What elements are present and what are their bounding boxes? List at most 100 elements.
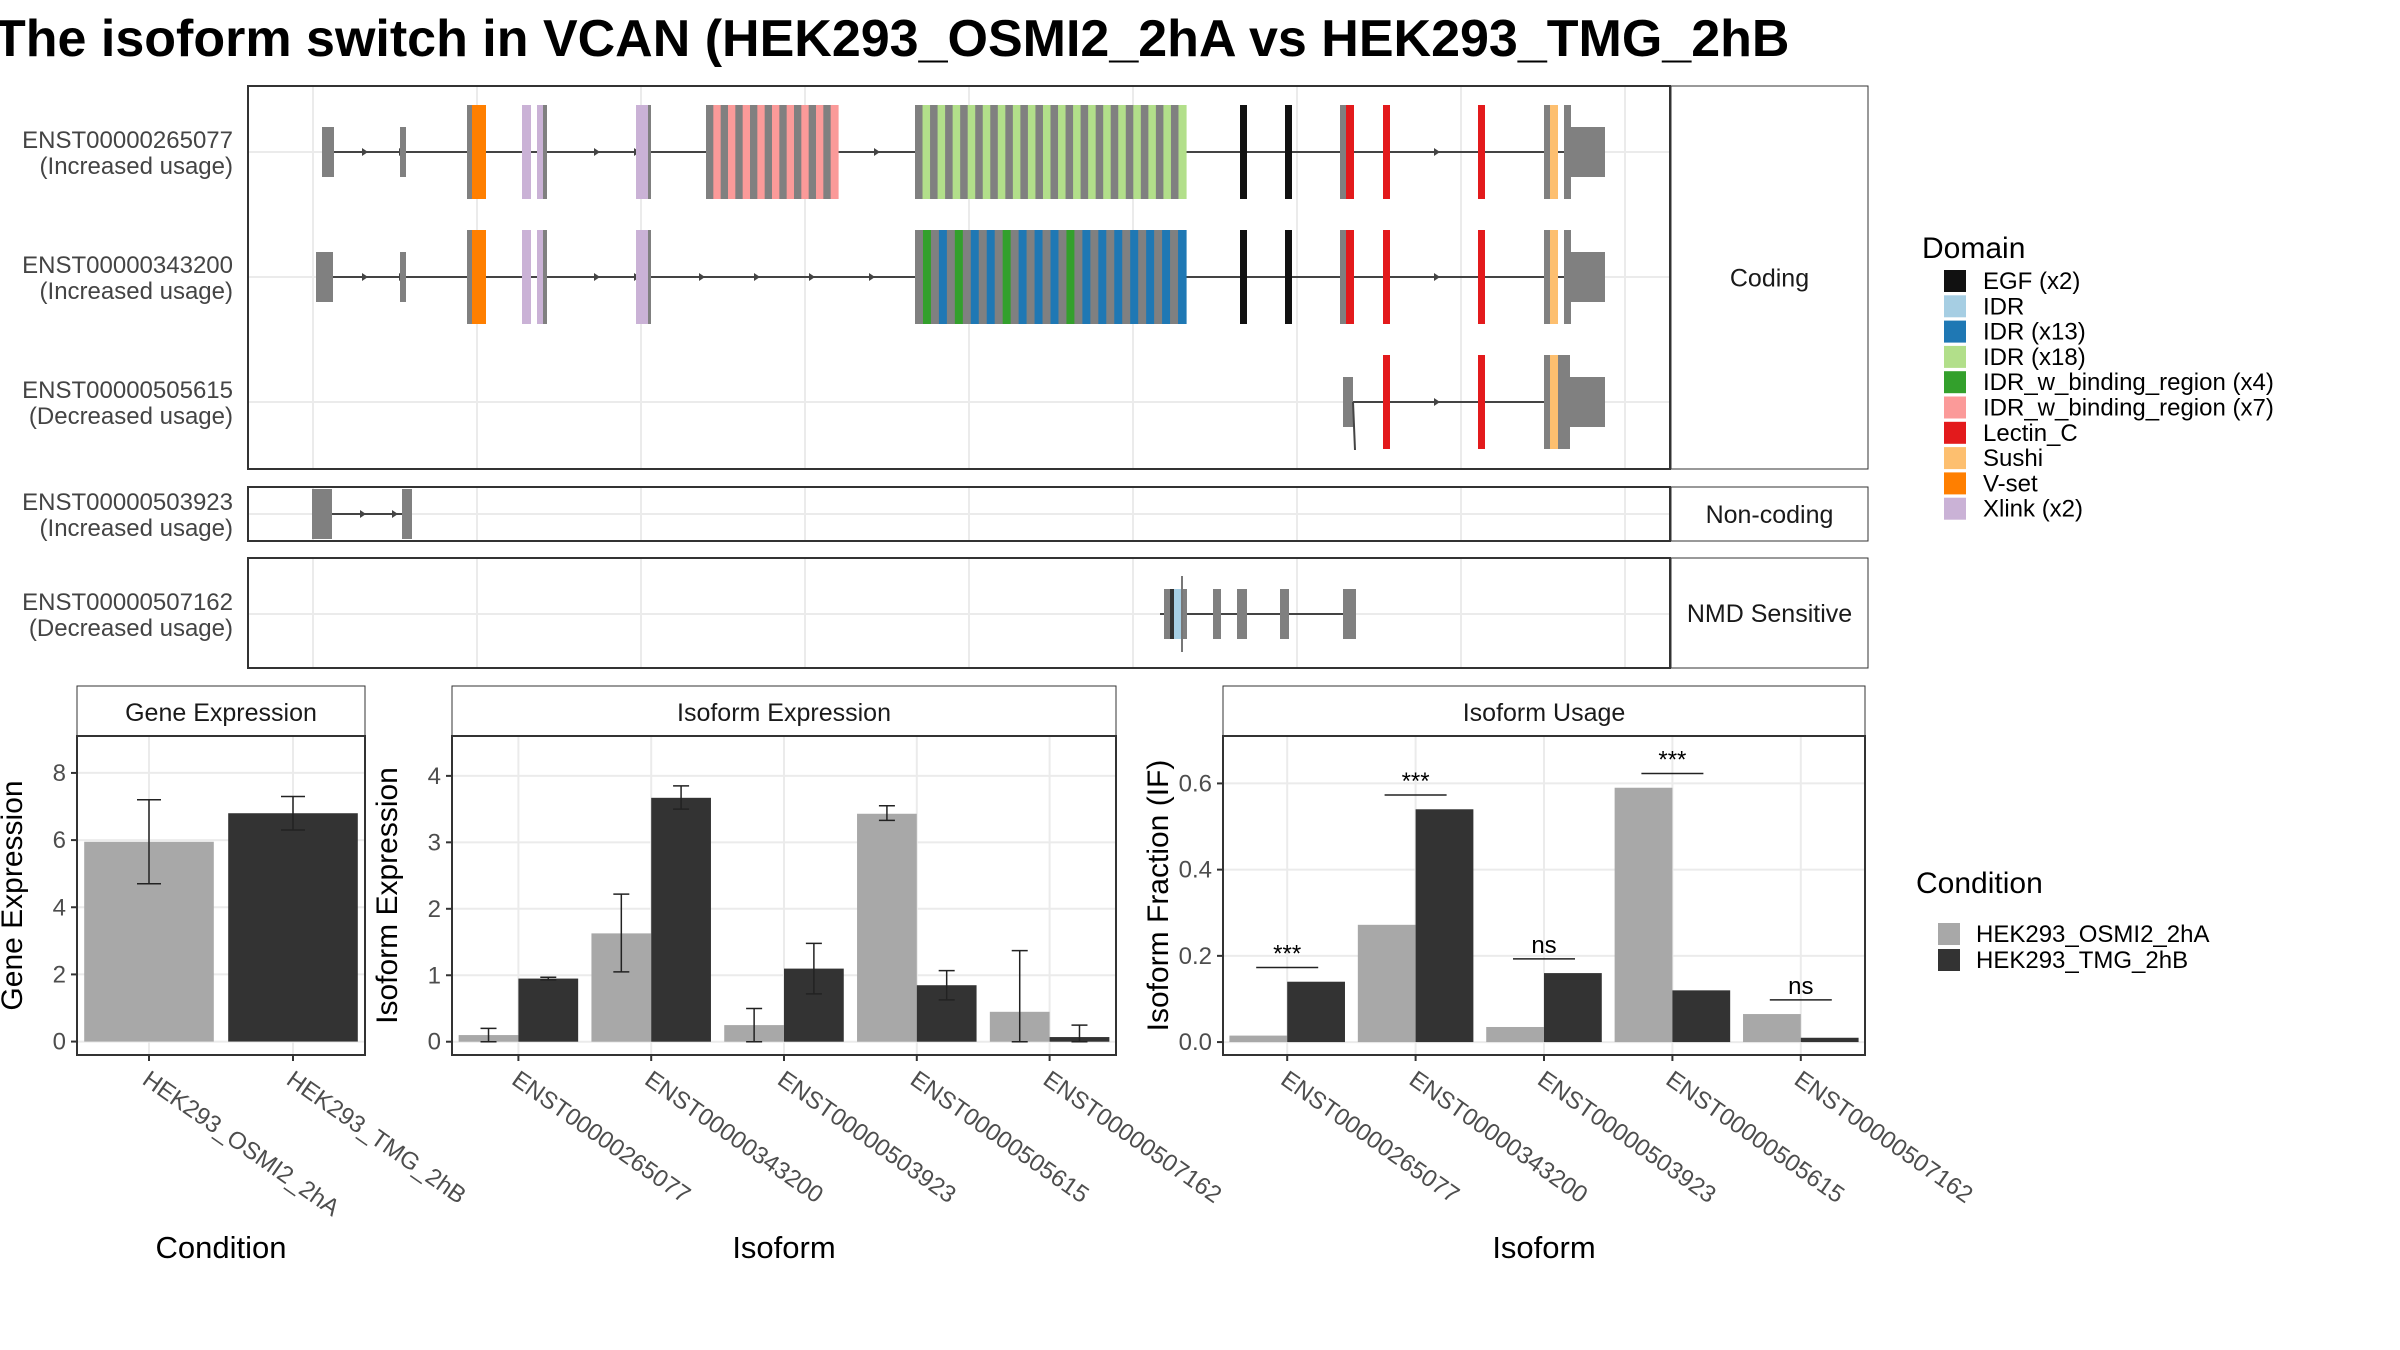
exon-block bbox=[967, 105, 976, 199]
exon-block bbox=[316, 252, 333, 302]
exon-block bbox=[1130, 230, 1139, 324]
exon-block bbox=[467, 230, 472, 324]
vset-swatch bbox=[1944, 472, 1966, 495]
x-axis-title: Isoform bbox=[732, 1230, 835, 1265]
transcript-usage-label: (Increased usage) bbox=[40, 153, 233, 180]
strand-arrow bbox=[874, 148, 880, 156]
bar bbox=[1614, 787, 1673, 1043]
exon-block bbox=[1550, 355, 1558, 449]
strand-arrow bbox=[1434, 273, 1440, 281]
exon-block bbox=[522, 230, 531, 324]
significance-label: *** bbox=[1402, 768, 1430, 795]
exon-block bbox=[952, 105, 961, 199]
idr-x18-swatch bbox=[1944, 345, 1966, 368]
exon-block bbox=[1074, 230, 1083, 324]
exon-block bbox=[537, 230, 543, 324]
strand-arrow bbox=[362, 148, 368, 156]
domain-legend-label: V-set bbox=[1983, 470, 2038, 497]
exon-block bbox=[713, 105, 722, 199]
exon-block bbox=[1042, 105, 1052, 199]
exon-block bbox=[1122, 230, 1131, 324]
exon-block bbox=[1027, 105, 1037, 199]
exon-block bbox=[930, 230, 940, 324]
exon-block bbox=[1550, 105, 1558, 199]
exon-block bbox=[1544, 105, 1550, 199]
exon-block bbox=[312, 489, 332, 539]
exon-block bbox=[1478, 355, 1485, 449]
exon-block bbox=[779, 105, 788, 199]
exon-block bbox=[1155, 105, 1165, 199]
exon-block bbox=[1058, 230, 1068, 324]
exon-block bbox=[1058, 105, 1067, 199]
exon-block bbox=[1118, 105, 1127, 199]
bar bbox=[857, 813, 917, 1042]
y-tick-label: 0 bbox=[53, 1029, 66, 1056]
significance-label: *** bbox=[1658, 747, 1686, 774]
group-strip bbox=[1670, 486, 1869, 542]
exon-block bbox=[1383, 105, 1390, 199]
intron-line bbox=[1352, 401, 1356, 451]
exon-block bbox=[1026, 230, 1036, 324]
exon-block bbox=[1285, 230, 1292, 324]
exon-block bbox=[1570, 127, 1605, 177]
bar bbox=[1357, 924, 1416, 1043]
y-axis-title: Isoform Expression bbox=[371, 767, 404, 1024]
exon-block bbox=[960, 105, 969, 199]
idr-swatch bbox=[1944, 295, 1966, 318]
exon-block bbox=[1125, 105, 1134, 199]
significance-label: ns bbox=[1788, 973, 1813, 1000]
idr-binding-x7-swatch bbox=[1944, 396, 1966, 419]
exon-block bbox=[735, 105, 744, 199]
exon-block bbox=[990, 105, 999, 199]
exon-block bbox=[1110, 105, 1119, 199]
strand-arrow bbox=[360, 510, 366, 518]
exon-block bbox=[830, 105, 839, 199]
exon-block bbox=[1343, 589, 1356, 639]
bar bbox=[1415, 809, 1474, 1043]
transcript-id-label: ENST00000503923 bbox=[22, 489, 233, 516]
exon-block bbox=[1570, 252, 1605, 302]
condition-swatch bbox=[1938, 949, 1960, 971]
strand-arrow bbox=[869, 273, 875, 281]
exon-block bbox=[915, 105, 924, 199]
exon-block bbox=[1080, 105, 1089, 199]
y-tick-label: 0.4 bbox=[1179, 857, 1212, 884]
domain-legend-label: Xlink (x2) bbox=[1983, 496, 2083, 523]
exon-block bbox=[402, 489, 412, 539]
exon-block bbox=[1065, 105, 1074, 199]
exon-block bbox=[706, 105, 714, 199]
exon-block bbox=[543, 105, 547, 199]
exon-block bbox=[1002, 230, 1012, 324]
exon-block bbox=[1478, 105, 1485, 199]
exon-block bbox=[1544, 355, 1550, 449]
exon-block bbox=[1163, 105, 1172, 199]
exon-block bbox=[1140, 105, 1149, 199]
exon-block bbox=[801, 105, 810, 199]
exon-block bbox=[764, 105, 773, 199]
strand-arrow bbox=[1434, 148, 1440, 156]
exon-block bbox=[937, 105, 946, 199]
exon-block bbox=[1020, 105, 1029, 199]
exon-block bbox=[1170, 589, 1174, 639]
x-axis-title: Condition bbox=[156, 1230, 287, 1265]
domain-legend-label: IDR (x13) bbox=[1983, 319, 2086, 346]
y-tick-label: 2 bbox=[53, 961, 66, 988]
exon-block bbox=[816, 105, 824, 199]
exon-block bbox=[1565, 377, 1605, 427]
exon-block bbox=[1073, 105, 1082, 199]
y-axis-title: Gene Expression bbox=[0, 780, 29, 1010]
y-tick-label: 0 bbox=[428, 1029, 441, 1056]
strand-arrow bbox=[1434, 398, 1440, 406]
exon-block bbox=[930, 105, 939, 199]
exon-block bbox=[1240, 230, 1247, 324]
y-axis-title: Isoform Fraction (IF) bbox=[1142, 760, 1175, 1032]
exon-block bbox=[757, 105, 766, 199]
domain-legend-label: Sushi bbox=[1983, 445, 2043, 472]
exon-block bbox=[1240, 105, 1247, 199]
structure-panel-border bbox=[247, 85, 1671, 470]
exon-block bbox=[1544, 230, 1550, 324]
bar bbox=[1229, 1035, 1288, 1043]
y-tick-label: 3 bbox=[428, 829, 441, 856]
